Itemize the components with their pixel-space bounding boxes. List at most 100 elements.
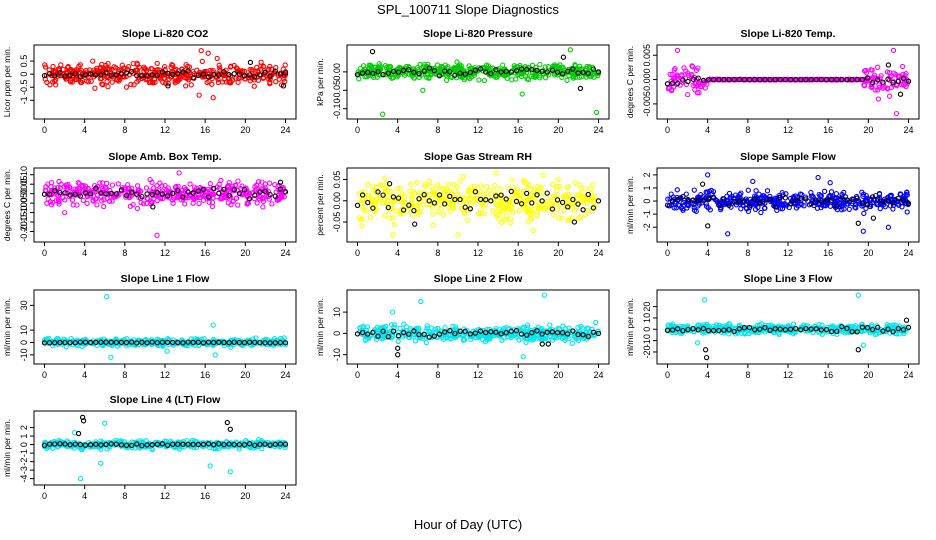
outlier-point — [567, 47, 574, 53]
reference-point — [139, 193, 145, 200]
reference-point — [590, 329, 597, 335]
data-point — [523, 70, 530, 76]
data-point — [417, 189, 423, 195]
reference-point — [411, 207, 417, 214]
data-point — [260, 204, 266, 210]
data-point — [691, 204, 697, 211]
data-point — [695, 194, 701, 200]
reference-point — [869, 326, 876, 333]
y-tick-label: -10 — [642, 334, 652, 347]
data-point — [541, 190, 547, 196]
points — [664, 292, 912, 361]
reference-point — [67, 442, 73, 448]
data-point — [385, 188, 391, 194]
reference-point — [277, 186, 284, 192]
reference-point — [803, 76, 809, 83]
data-point — [478, 188, 484, 195]
outlier-point — [855, 292, 861, 298]
reference-point — [134, 340, 140, 346]
data-point — [872, 87, 878, 93]
data-point — [584, 63, 590, 70]
reference-point — [262, 188, 268, 194]
data-point — [491, 188, 497, 194]
data-point — [503, 324, 509, 331]
data-point — [170, 69, 176, 75]
data-point — [423, 339, 429, 346]
y-tick-label: 0 — [642, 199, 652, 204]
reference-point — [705, 196, 712, 202]
reference-point — [690, 326, 696, 332]
reference-point — [559, 71, 566, 77]
reference-point — [103, 339, 109, 345]
data-point — [227, 194, 234, 200]
reference-point — [767, 196, 773, 203]
data-point — [790, 76, 796, 83]
data-point — [524, 335, 530, 341]
reference-point — [103, 441, 109, 448]
data-point — [382, 212, 388, 218]
reference-point — [721, 76, 727, 83]
reference-point — [195, 188, 201, 194]
y-tick-label: -0.20 — [19, 221, 29, 242]
data-point — [105, 83, 111, 90]
reference-point — [488, 329, 494, 335]
reference-point — [669, 80, 676, 86]
reference-point — [762, 200, 768, 206]
reference-point — [416, 331, 422, 338]
reference-outlier — [855, 347, 861, 353]
data-point — [554, 206, 561, 213]
reference-point — [406, 202, 412, 208]
reference-point — [690, 76, 696, 82]
figure-title: SPL_100711 Slope Diagnostics — [377, 2, 559, 17]
reference-point — [472, 67, 479, 73]
reference-point — [844, 197, 850, 203]
reference-point — [205, 339, 212, 345]
data-point — [744, 76, 750, 83]
data-point — [105, 66, 111, 72]
reference-point — [195, 339, 201, 345]
data-point — [545, 198, 551, 204]
data-point — [362, 69, 368, 75]
y-tick-label: -20 — [642, 345, 652, 358]
x-tick-label: 24 — [281, 248, 291, 258]
data-point — [526, 210, 532, 216]
x-tick-label: 8 — [122, 370, 127, 380]
data-point — [497, 186, 504, 192]
reference-point — [421, 331, 427, 338]
data-point — [690, 82, 696, 88]
outlier-point — [108, 354, 114, 360]
data-point — [534, 189, 540, 195]
data-point — [697, 81, 703, 87]
reference-point — [575, 331, 581, 338]
data-point — [538, 184, 544, 191]
data-point — [561, 207, 567, 214]
data-point — [187, 181, 193, 187]
reference-point — [746, 76, 753, 83]
reference-point — [442, 201, 448, 207]
data-point — [838, 202, 845, 209]
data-point — [674, 187, 680, 193]
reference-point — [680, 77, 686, 83]
data-point — [356, 215, 362, 221]
points — [354, 47, 602, 117]
data-point — [801, 203, 807, 209]
reference-point — [890, 329, 896, 335]
reference-point — [72, 441, 78, 447]
data-point — [369, 73, 375, 79]
reference-point — [134, 72, 140, 79]
data-point — [542, 64, 548, 70]
reference-outlier — [703, 354, 710, 361]
reference-point — [675, 80, 681, 87]
data-point — [566, 216, 572, 222]
data-point — [42, 64, 49, 70]
x-tick-label: 0 — [42, 491, 47, 501]
reference-point — [282, 70, 289, 76]
reference-point — [447, 328, 453, 334]
reference-point — [431, 333, 438, 339]
panel-title: Slope Amb. Box Temp. — [108, 151, 221, 163]
x-tick-label: 0 — [355, 370, 360, 380]
reference-point — [431, 67, 438, 74]
data-point — [891, 70, 897, 76]
data-point — [742, 331, 748, 337]
